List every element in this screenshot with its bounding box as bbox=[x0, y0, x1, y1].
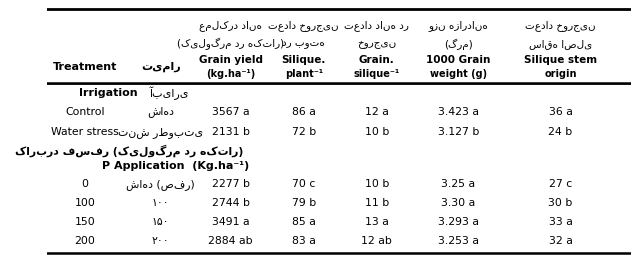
Text: Irrigation: Irrigation bbox=[79, 88, 138, 99]
Text: 100: 100 bbox=[75, 198, 95, 208]
Text: 79 b: 79 b bbox=[291, 198, 316, 208]
Text: ۲۰۰: ۲۰۰ bbox=[152, 236, 169, 246]
Text: (گرم): (گرم) bbox=[444, 39, 473, 50]
Text: عملکرد دانه: عملکرد دانه bbox=[199, 21, 262, 31]
Text: 3491 a: 3491 a bbox=[212, 217, 250, 227]
Text: 2131 b: 2131 b bbox=[212, 127, 250, 137]
Text: 13 a: 13 a bbox=[365, 217, 389, 227]
Text: 3.25 a: 3.25 a bbox=[441, 179, 475, 189]
Text: 24 b: 24 b bbox=[549, 127, 573, 137]
Text: 1000 Grain: 1000 Grain bbox=[426, 55, 490, 65]
Text: 11 b: 11 b bbox=[365, 198, 389, 208]
Text: 33 a: 33 a bbox=[549, 217, 573, 227]
Text: کاربرد فسفر (کیلوگرم در هکتار): کاربرد فسفر (کیلوگرم در هکتار) bbox=[15, 144, 243, 157]
Text: 3.253 a: 3.253 a bbox=[438, 236, 479, 246]
Text: 32 a: 32 a bbox=[549, 236, 573, 246]
Text: P Application  (Kg.ha⁻¹): P Application (Kg.ha⁻¹) bbox=[102, 161, 250, 171]
Text: خورجین: خورجین bbox=[357, 39, 396, 49]
Text: (kg.ha⁻¹): (kg.ha⁻¹) bbox=[206, 69, 255, 79]
Text: تنش رطوبتی: تنش رطوبتی bbox=[118, 127, 204, 138]
Text: 85 a: 85 a bbox=[292, 217, 316, 227]
Text: Silique stem: Silique stem bbox=[524, 55, 597, 65]
Text: تعداد دانه در: تعداد دانه در bbox=[344, 21, 409, 31]
Text: 86 a: 86 a bbox=[292, 107, 316, 117]
Text: 2884 ab: 2884 ab bbox=[209, 236, 253, 246]
Text: شاهد: شاهد bbox=[147, 106, 174, 117]
Text: 12 a: 12 a bbox=[365, 107, 389, 117]
Text: ۱۵۰: ۱۵۰ bbox=[152, 217, 169, 227]
Text: 150: 150 bbox=[75, 217, 95, 227]
Text: Treatment: Treatment bbox=[52, 62, 117, 72]
Text: 27 c: 27 c bbox=[549, 179, 572, 189]
Text: (کیلوگرم در هکتار): (کیلوگرم در هکتار) bbox=[177, 38, 284, 50]
Text: 3.293 a: 3.293 a bbox=[438, 217, 479, 227]
Text: شاهد (صفر): شاهد (صفر) bbox=[126, 179, 195, 190]
Text: origin: origin bbox=[544, 69, 577, 79]
Text: plant⁻¹: plant⁻¹ bbox=[284, 69, 323, 79]
Text: تعداد خورجین: تعداد خورجین bbox=[269, 20, 339, 31]
Text: آبیاری: آبیاری bbox=[150, 86, 189, 100]
Text: Grain.: Grain. bbox=[359, 55, 394, 65]
Text: وزن هزاردانه: وزن هزاردانه bbox=[428, 20, 489, 31]
Text: 3.127 b: 3.127 b bbox=[438, 127, 479, 137]
Text: تیمار: تیمار bbox=[141, 62, 181, 72]
Text: Silique.: Silique. bbox=[282, 55, 326, 65]
Text: 30 b: 30 b bbox=[549, 198, 573, 208]
Text: 12 ab: 12 ab bbox=[362, 236, 392, 246]
Text: ساقه اصلی: ساقه اصلی bbox=[529, 39, 592, 49]
Text: 3.423 a: 3.423 a bbox=[438, 107, 479, 117]
Text: 72 b: 72 b bbox=[291, 127, 316, 137]
Text: silique⁻¹: silique⁻¹ bbox=[353, 69, 400, 79]
Text: 200: 200 bbox=[75, 236, 95, 246]
Text: 10 b: 10 b bbox=[365, 179, 389, 189]
Text: weight (g): weight (g) bbox=[430, 69, 487, 79]
Text: Control: Control bbox=[65, 107, 105, 117]
Text: 2744 b: 2744 b bbox=[212, 198, 250, 208]
Text: تعداد خورجین: تعداد خورجین bbox=[525, 20, 596, 31]
Text: 0: 0 bbox=[82, 179, 88, 189]
Text: 2277 b: 2277 b bbox=[212, 179, 250, 189]
Text: 70 c: 70 c bbox=[292, 179, 315, 189]
Text: 3.30 a: 3.30 a bbox=[441, 198, 475, 208]
Text: 10 b: 10 b bbox=[365, 127, 389, 137]
Text: در بوته: در بوته bbox=[283, 39, 325, 49]
Text: Grain yield: Grain yield bbox=[199, 55, 263, 65]
Text: ۱۰۰: ۱۰۰ bbox=[152, 198, 169, 208]
Text: 3567 a: 3567 a bbox=[212, 107, 250, 117]
Text: Water stress: Water stress bbox=[51, 127, 119, 137]
Text: 83 a: 83 a bbox=[292, 236, 316, 246]
Text: 36 a: 36 a bbox=[549, 107, 573, 117]
